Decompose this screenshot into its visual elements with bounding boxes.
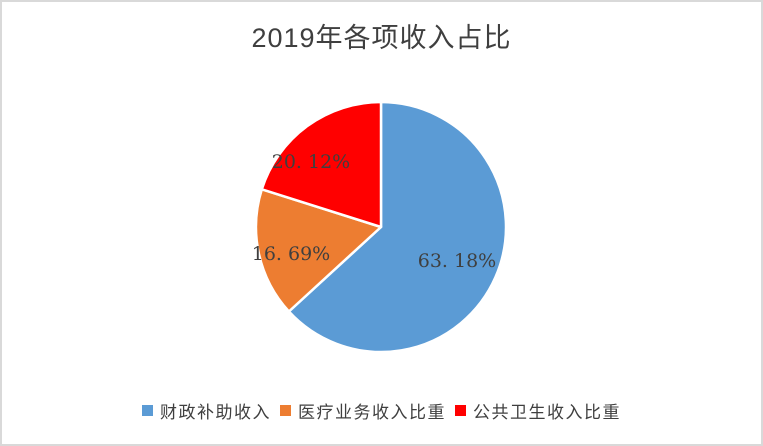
legend-item-label: 医疗业务收入比重	[298, 403, 446, 422]
legend-item-1: 医疗业务收入比重	[280, 398, 446, 423]
slice-label-2: 20. 12%	[272, 151, 351, 173]
legend-marker-icon	[280, 405, 291, 416]
pie-slice-0	[287, 100, 508, 354]
pie-slice-2	[260, 100, 383, 229]
pie-slice-1	[254, 188, 383, 313]
legend-item-2: 公共卫生收入比重	[455, 398, 621, 423]
chart-title: 2019年各项收入占比	[251, 23, 512, 53]
legend-item-label: 公共卫生收入比重	[473, 403, 621, 422]
legend-item-label: 财政补助收入	[160, 403, 271, 422]
legend: 财政补助收入 医疗业务收入比重 公共卫生收入比重	[2, 398, 761, 423]
legend-marker-icon	[455, 405, 466, 416]
legend-item-0: 财政补助收入	[142, 398, 271, 423]
slice-label-0: 63. 18%	[418, 250, 497, 272]
slice-label-1: 16. 69%	[252, 243, 331, 265]
legend-marker-icon	[142, 405, 153, 416]
